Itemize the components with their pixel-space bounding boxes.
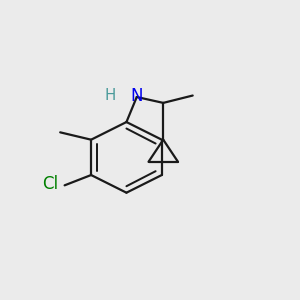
Text: H: H [105, 88, 116, 103]
Text: N: N [130, 86, 143, 104]
Text: Cl: Cl [43, 175, 59, 193]
